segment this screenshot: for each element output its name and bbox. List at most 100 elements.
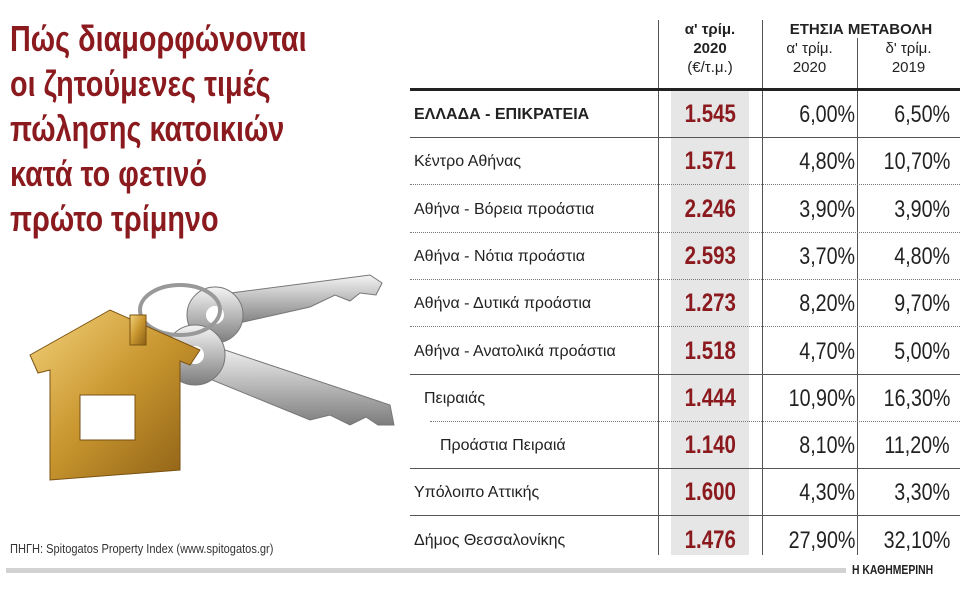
- headline-line: πρώτο τρίμηνο: [10, 198, 219, 239]
- brand-logo: Η ΚΑΘΗΜΕΡΙΝΗ: [852, 562, 934, 577]
- change-q4-2019-cell: 11,20%: [855, 422, 950, 469]
- table-row: Υπόλοιπο Αττικής 1.600 4,30% 3,30%: [410, 469, 960, 517]
- price-value: 1.571: [684, 147, 736, 176]
- change-q4-2019-cell: 16,30%: [855, 375, 950, 422]
- source-note: ΠΗΓΗ: Spitogatos Property Index (www.spi…: [10, 541, 274, 556]
- row-separator: [410, 231, 960, 233]
- price-value: 2.246: [684, 194, 736, 223]
- header-text: 2019: [891, 59, 926, 76]
- price-cell: 1.476: [671, 517, 749, 564]
- row-separator: [410, 515, 960, 517]
- price-value: 1.600: [684, 478, 736, 507]
- change-q1-2020-cell: 10,90%: [760, 375, 855, 422]
- headline-line: Πώς διαμορφώνονται: [10, 18, 307, 59]
- change-q1-2020-cell: 4,80%: [760, 138, 855, 185]
- change-q1-2020-cell: 4,70%: [760, 328, 855, 375]
- change-q1-2020-cell: 8,20%: [760, 280, 855, 327]
- header-text: 2020: [693, 40, 727, 57]
- change-q1-2020-cell: 8,10%: [760, 422, 855, 469]
- price-table: α' τρίμ. 2020 (€/τ.μ.) ΕΤΗΣΙΑ ΜΕΤΑΒΟΛΗ α…: [410, 0, 960, 560]
- header-text: α' τρίμ.: [684, 21, 736, 38]
- header-rule: [410, 88, 960, 91]
- change-q1-2020-cell: 6,00%: [760, 91, 855, 138]
- change-value: 3,90%: [799, 195, 855, 223]
- change-q4-2019-cell: 32,10%: [855, 517, 950, 564]
- headline-line: πώλησης κατοικιών: [10, 108, 285, 149]
- table-row: Δήμος Θεσσαλονίκης 1.476 27,90% 32,10%: [410, 517, 960, 564]
- row-separator: [430, 420, 960, 422]
- header-group: ΕΤΗΣΙΑ ΜΕΤΑΒΟΛΗ: [789, 21, 933, 38]
- header-text: δ' τρίμ.: [885, 40, 932, 57]
- change-value: 3,30%: [894, 479, 950, 507]
- key-icon: [164, 324, 395, 426]
- table-row: ΕΛΛΑΔΑ - ΕΠΙΚΡΑΤΕΙΑ 1.545 6,00% 6,50%: [410, 91, 960, 138]
- price-cell: 2.246: [671, 186, 749, 233]
- column-divider: [857, 38, 858, 555]
- change-q4-2019-cell: 6,50%: [855, 91, 950, 138]
- headline-line: κατά το φετινό: [10, 153, 207, 194]
- price-cell: 1.600: [671, 469, 749, 516]
- price-value: 1.476: [684, 525, 736, 554]
- change-value: 27,90%: [788, 526, 855, 554]
- column-divider: [658, 20, 659, 555]
- house-keychain-illustration: [29, 274, 395, 481]
- change-value: 5,00%: [894, 337, 950, 365]
- row-separator: [410, 278, 960, 280]
- region-name: Αθήνα - Ανατολικά προάστια: [414, 342, 616, 360]
- change-q1-2020-cell: 3,90%: [760, 186, 855, 233]
- price-column-highlight: [671, 90, 749, 555]
- price-value: 2.593: [684, 241, 736, 270]
- table-row: Αθήνα - Νότια προάστια 2.593 3,70% 4,80%: [410, 233, 960, 280]
- price-cell: 1.545: [671, 91, 749, 138]
- region-name: Αθήνα - Νότια προάστια: [414, 247, 586, 265]
- change-value: 6,00%: [799, 101, 855, 128]
- price-value: 1.444: [684, 383, 736, 412]
- price-cell: 1.273: [671, 280, 749, 327]
- header-text: (€/τ.μ.): [687, 59, 733, 76]
- change-value: 6,50%: [894, 101, 950, 128]
- price-cell: 2.593: [671, 233, 749, 280]
- table-row: Πειραιάς 1.444 10,90% 16,30%: [410, 375, 960, 422]
- house-icon: [29, 309, 201, 481]
- change-value: 3,90%: [894, 195, 950, 223]
- header-change-q4: δ' τρίμ. 2019: [857, 39, 960, 77]
- change-value: 8,20%: [799, 290, 855, 318]
- price-value: 1.545: [684, 100, 736, 128]
- change-q4-2019-cell: 3,30%: [855, 469, 950, 516]
- change-value: 10,90%: [788, 384, 855, 412]
- price-cell: 1.571: [671, 138, 749, 185]
- header-text: 2020: [792, 59, 827, 76]
- row-separator: [410, 468, 960, 470]
- change-value: 10,70%: [883, 148, 950, 176]
- region-name: Αθήνα - Βόρεια προάστια: [414, 200, 595, 218]
- change-value: 3,70%: [799, 242, 855, 270]
- price-cell: 1.140: [671, 422, 749, 469]
- change-value: 9,70%: [894, 290, 950, 318]
- region-name: Αθήνα - Δυτικά προάστια: [414, 295, 592, 313]
- change-q1-2020-cell: 3,70%: [760, 233, 855, 280]
- change-q1-2020-cell: 27,90%: [760, 517, 855, 564]
- change-q4-2019-cell: 3,90%: [855, 186, 950, 233]
- price-value: 1.140: [684, 431, 736, 460]
- change-value: 32,10%: [883, 526, 950, 554]
- change-q4-2019-cell: 9,70%: [855, 280, 950, 327]
- change-q4-2019-cell: 5,00%: [855, 328, 950, 375]
- change-q4-2019-cell: 10,70%: [855, 138, 950, 185]
- change-value: 11,20%: [884, 432, 950, 460]
- footer-divider: [6, 568, 846, 573]
- region-name: Κέντρο Αθήνας: [414, 153, 522, 171]
- price-value: 1.273: [684, 289, 736, 318]
- change-value: 4,80%: [894, 242, 950, 270]
- column-divider: [762, 20, 763, 555]
- region-name: Πειραιάς: [424, 389, 486, 407]
- table-row: Κέντρο Αθήνας 1.571 4,80% 10,70%: [410, 138, 960, 186]
- region-name: Προάστια Πειραιά: [440, 437, 566, 455]
- headline: Πώς διαμορφώνονται οι ζητούμενες τιμές π…: [10, 16, 381, 241]
- header-change-q1: α' τρίμ. 2020: [762, 39, 857, 77]
- change-value: 4,70%: [799, 337, 855, 365]
- change-value: 8,10%: [799, 432, 855, 460]
- region-name: Δήμος Θεσσαλονίκης: [414, 531, 566, 549]
- row-separator: [410, 184, 960, 186]
- header-text: α' τρίμ.: [786, 40, 833, 57]
- price-cell: 1.518: [671, 328, 749, 375]
